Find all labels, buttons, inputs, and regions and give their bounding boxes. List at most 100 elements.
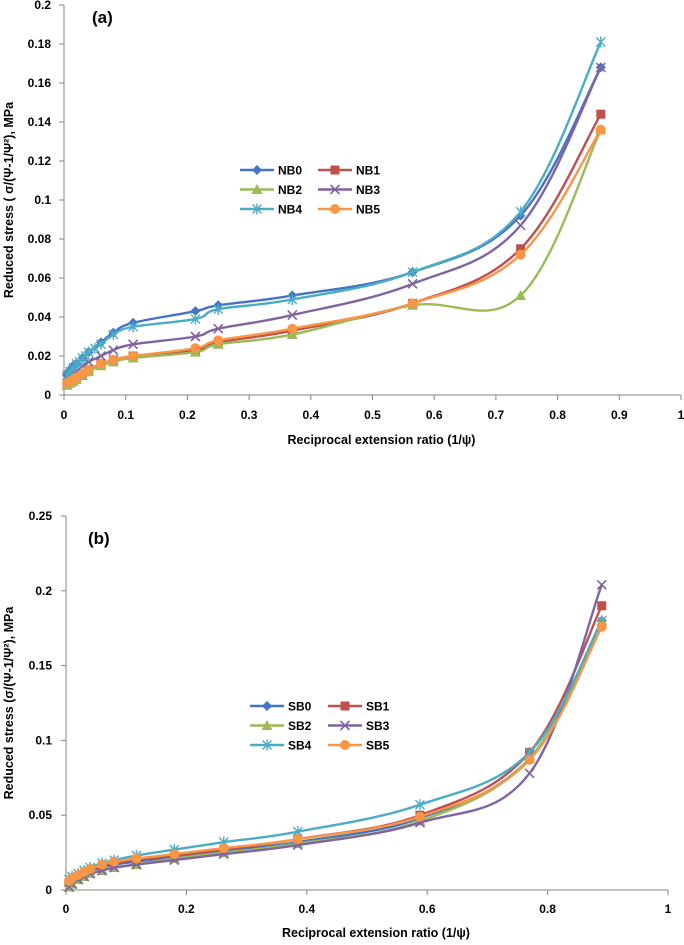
data-point-NB5 (96, 358, 107, 369)
legend-label: NB2 (278, 183, 302, 197)
data-point-NB2 (286, 329, 298, 340)
data-point-NB3 (190, 331, 201, 342)
series-line-SB5 (67, 625, 603, 883)
x-tick-label: 1 (678, 408, 684, 422)
y-tick-label: 0.2 (34, 0, 51, 12)
y-tick-label: 0.02 (28, 349, 52, 363)
series-NB3 (62, 62, 606, 385)
legend-label: NB1 (356, 164, 380, 178)
data-point-NB5 (190, 343, 201, 354)
data-point-NB4 (213, 303, 224, 315)
data-point-NB3 (213, 323, 224, 334)
legend-label: SB4 (288, 739, 312, 753)
y-tick-label: 0.1 (35, 733, 52, 747)
data-point-NB5 (83, 364, 94, 375)
data-point-NB4 (595, 36, 606, 48)
x-axis-title: Reciprocal extension ratio (1/ψ) (282, 926, 470, 940)
y-axis-title: Reduced stress ( σ/(Ψ-1/Ψ²), MPa (2, 101, 16, 298)
data-point-NB5 (515, 249, 526, 260)
y-tick-label: 0.14 (28, 115, 52, 129)
x-tick-label: 0 (61, 408, 68, 422)
data-point-NB3 (595, 62, 606, 73)
legend-label: SB5 (366, 739, 390, 753)
data-point-SB3 (596, 579, 607, 590)
x-tick-label: 0.7 (488, 408, 505, 422)
y-tick-label: 0.12 (28, 154, 52, 168)
legend: NB0 NB1 NB2 NB3 NB4 NB5 (240, 164, 380, 217)
legend: SB0 SB1 SB2 SB3 SB4 SB5 (250, 700, 390, 753)
x-tick-label: 1 (665, 902, 672, 916)
data-point-NB5 (213, 335, 224, 346)
legend-label: SB2 (288, 719, 312, 733)
y-tick-label: 0.06 (28, 271, 52, 285)
x-tick-label: 0.6 (419, 902, 436, 916)
series-line-NB3 (65, 66, 602, 381)
series-line-SB2 (67, 619, 603, 889)
data-point-NB3 (407, 278, 418, 289)
y-tick-label: 0.1 (34, 193, 51, 207)
data-point-NB2 (515, 290, 527, 301)
legend-item-SB2: SB2 (250, 719, 312, 733)
data-point-SB4 (414, 799, 425, 811)
series-SB5 (64, 621, 607, 887)
series-line-SB0 (67, 619, 603, 884)
data-point-NB4 (287, 293, 298, 305)
panel-label: (b) (88, 529, 110, 548)
x-tick-label: 0.8 (539, 902, 556, 916)
legend-item-NB3: NB3 (318, 183, 380, 197)
x-tick-label: 0.5 (364, 408, 381, 422)
data-point-NB3 (287, 309, 298, 321)
y-tick-label: 0.2 (35, 584, 52, 598)
legend-item-NB2: NB2 (240, 183, 302, 197)
y-tick-label: 0.18 (28, 37, 52, 51)
data-point-NB3 (128, 339, 139, 350)
y-tick-label: 0.05 (29, 808, 53, 822)
data-point-NB4 (190, 313, 201, 325)
legend-label: SB3 (366, 719, 390, 733)
data-point-NB3 (95, 350, 107, 362)
legend-item-NB0: NB0 (240, 164, 302, 178)
legend-item-SB0: SB0 (250, 700, 312, 714)
panel-label: (a) (92, 8, 113, 27)
data-point-NB3 (108, 345, 119, 356)
data-point-SB5 (85, 864, 96, 875)
legend-marker (330, 165, 340, 175)
data-point-NB5 (595, 124, 606, 135)
legend-label: SB0 (288, 700, 312, 714)
series-line-NB0 (65, 66, 602, 375)
x-tick-label: 0.2 (178, 902, 195, 916)
data-point-NB5 (128, 351, 139, 361)
legend-marker (252, 165, 262, 175)
data-point-SB5 (169, 849, 180, 860)
y-tick-label: 0.04 (28, 310, 52, 324)
series-SB4 (64, 615, 607, 886)
y-tick-label: 0 (44, 388, 51, 402)
data-point-SB5 (109, 856, 120, 867)
data-point-SB5 (292, 834, 303, 845)
data-point-NB4 (515, 206, 526, 218)
legend-marker (339, 720, 351, 731)
data-point-SB3 (524, 768, 535, 779)
x-tick-label: 0.4 (302, 408, 319, 422)
data-point-NB4 (108, 329, 119, 341)
legend-marker (251, 184, 263, 194)
legend-item-SB5: SB5 (328, 739, 390, 753)
x-tick-label: 0.2 (179, 408, 196, 422)
data-point-NB4 (89, 342, 100, 354)
y-tick-label: 0.08 (28, 232, 52, 246)
legend-label: SB1 (366, 700, 390, 714)
legend-label: NB4 (278, 203, 302, 217)
data-point-NB1 (516, 244, 526, 254)
legend-item-SB4: SB4 (250, 739, 312, 753)
legend-label: NB3 (356, 183, 380, 197)
data-point-NB5 (108, 354, 119, 365)
data-point-NB0 (190, 306, 201, 317)
series-SB3 (63, 579, 607, 893)
data-point-SB5 (524, 754, 535, 765)
series-NB5 (62, 124, 606, 389)
data-point-NB3 (515, 220, 526, 231)
data-point-NB4 (96, 338, 107, 350)
x-axis-title: Reciprocal extension ratio (1/ψ) (288, 433, 476, 447)
y-tick-label: 0.15 (29, 659, 53, 673)
